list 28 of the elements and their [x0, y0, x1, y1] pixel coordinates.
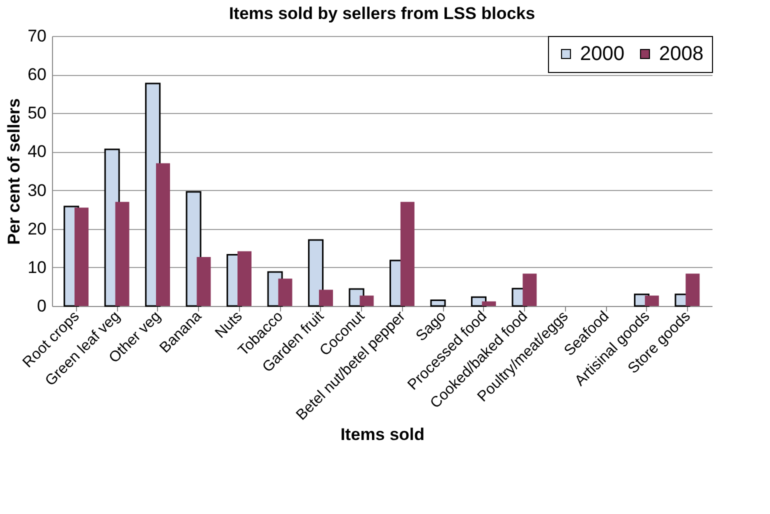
y-axis-title: Per cent of sellers — [4, 98, 24, 245]
bar — [196, 257, 211, 306]
bar — [360, 296, 374, 306]
y-tick-label: 60 — [28, 65, 46, 84]
bar — [308, 239, 324, 307]
y-tick-label: 20 — [28, 219, 46, 238]
chart-title: Items sold by sellers from LSS blocks — [228, 4, 536, 23]
y-tick-label: 10 — [28, 258, 46, 277]
bar — [644, 296, 659, 306]
bar — [430, 299, 446, 307]
bar — [156, 163, 170, 306]
bar — [278, 278, 292, 306]
bar — [482, 301, 496, 306]
x-axis-title: Items sold — [340, 424, 425, 444]
y-tick-label: 40 — [28, 142, 46, 162]
bar — [238, 251, 252, 306]
bar — [115, 202, 130, 306]
bar — [74, 208, 89, 306]
y-tick-label: 70 — [28, 26, 46, 46]
legend-label: 2000 — [580, 43, 624, 65]
y-tick-label: 30 — [28, 180, 46, 200]
y-tick-label: 0 — [37, 296, 46, 316]
bar — [400, 202, 414, 306]
bar — [318, 290, 333, 306]
legend-label: 2008 — [659, 43, 704, 65]
bar — [686, 274, 700, 306]
bar — [522, 274, 537, 306]
y-tick-label: 50 — [28, 104, 46, 123]
